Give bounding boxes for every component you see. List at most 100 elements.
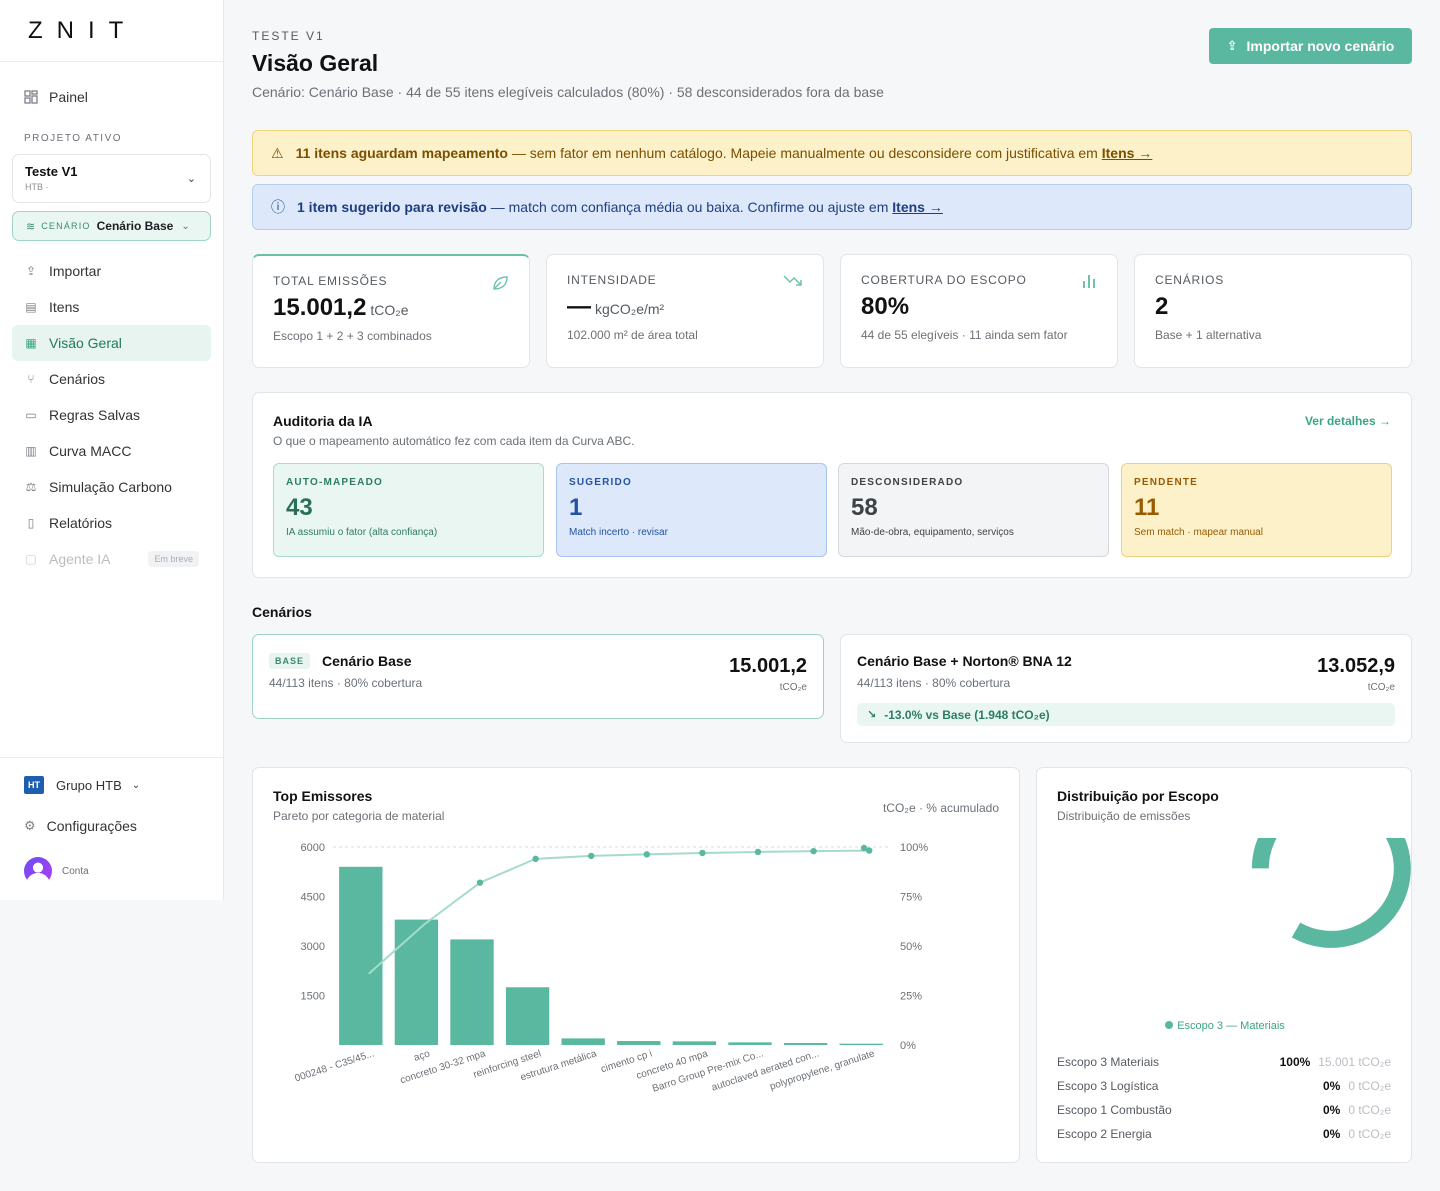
donut-chart <box>1251 838 1411 948</box>
cumulative-point <box>810 847 817 855</box>
sidebar-item-relatórios[interactable]: ▯ Relatórios <box>12 505 211 541</box>
table-icon: ▤ <box>25 300 37 314</box>
y-tick-label: 3000 <box>301 941 325 953</box>
warning-alert-text: — sem fator em nenhum catálogo. Mapeie m… <box>507 145 1102 161</box>
scope-distribution-card: Distribuição por Escopo Distribuição de … <box>1036 767 1412 1163</box>
section-label: PROJETO ATIVO <box>24 133 123 144</box>
trend-down-icon: ↘ <box>867 709 877 721</box>
view-details-link[interactable]: Ver detalhes → <box>1304 414 1391 428</box>
cumulative-point <box>588 852 595 860</box>
settings-link[interactable]: ⚙ Configurações <box>24 818 137 834</box>
scenarios-section-title: Cenários <box>252 604 312 620</box>
sidebar-item-itens[interactable]: ▤ Itens <box>12 289 211 325</box>
import-button-label: Importar novo cenário <box>1246 38 1395 54</box>
cumulative-line <box>368 849 870 975</box>
scope-amt: 0 tCO₂e <box>1348 1127 1391 1141</box>
scale-icon: ⚖ <box>25 480 37 494</box>
tile-value: 58 <box>851 494 878 521</box>
card-title: Top Emissores <box>273 788 373 804</box>
tile-value: 43 <box>286 494 313 521</box>
layers-icon: ≋ <box>26 220 36 233</box>
kpi-coverage: COBERTURA DO ESCOPO 80% 44 de 55 elegíve… <box>840 254 1118 368</box>
warning-alert-bold: 11 itens aguardam mapeamento <box>295 145 508 161</box>
y-tick-label: 4500 <box>301 892 325 904</box>
branch-icon: ⑂ <box>27 372 35 386</box>
warning-alert-link[interactable]: Itens → <box>1101 145 1153 161</box>
scope-pct: 0% <box>1322 1079 1341 1093</box>
sidebar-item-cenários[interactable]: ⑂ Cenários <box>12 361 211 397</box>
bar-chart-icon: ▥ <box>25 444 37 458</box>
chart-units: tCO₂e · % acumulado <box>882 801 999 815</box>
info-alert-text: — match com confiança média ou baixa. Co… <box>486 199 893 215</box>
leaf-icon <box>491 274 509 297</box>
pareto-chart: 1500 3000 4500 6000 0% 25% 50% 75% 100% 000248 - … <box>294 842 929 1095</box>
bar <box>561 1038 605 1045</box>
sidebar-footer: HT Grupo HTB ⌄ ⚙ Configurações Conta <box>0 757 223 900</box>
delta-text: -13.0% vs Base (1.948 tCO₂e) <box>884 707 1050 722</box>
import-scenario-button[interactable]: ⇪ Importar novo cenário <box>1209 28 1412 64</box>
tile-label: PENDENTE <box>1134 477 1199 488</box>
kpi-desc: Base + 1 alternativa <box>1155 328 1262 342</box>
sidebar-item-regras-salvas[interactable]: ▭ Regras Salvas <box>12 397 211 433</box>
top-emitters-card: Top Emissores Pareto por categoria de ma… <box>252 767 1020 1163</box>
project-select[interactable]: Teste V1 HTB · ⌄ <box>12 154 211 203</box>
project-name: Teste V1 <box>25 164 78 179</box>
scenario-select-value: Cenário Base <box>96 219 174 233</box>
bar <box>839 1043 883 1045</box>
cumulative-point <box>643 851 650 858</box>
scope-label: Escopo 3 Materiais <box>1057 1055 1160 1069</box>
bar <box>450 939 494 1045</box>
scenario-unit: tCO₂e <box>779 682 807 693</box>
sidebar-item-agente-ia: ▢ Agente IA Em breve <box>12 541 211 577</box>
scenario-card-base[interactable]: BASE Cenário Base 44/113 itens · 80% cobe… <box>252 634 824 719</box>
settings-label: Configurações <box>46 818 137 834</box>
card-subtitle: O que o mapeamento automático fez com ca… <box>273 434 635 448</box>
bar-chart-icon <box>1081 273 1097 294</box>
audit-tile-suggested[interactable]: SUGERIDO 1 Match incerto · revisar <box>556 463 827 557</box>
bar <box>505 987 550 1045</box>
audit-tile-auto-mapped[interactable]: AUTO-MAPEADO 43 IA assumiu o fator (alta… <box>273 463 544 557</box>
cumulative-point <box>866 847 873 854</box>
sidebar-item-simulação-carbono[interactable]: ⚖ Simulação Carbono <box>12 469 211 505</box>
y2-tick-label: 0% <box>900 1040 916 1052</box>
audit-tile-disregarded[interactable]: DESCONSIDERADO 58 Mão-de-obra, equipamen… <box>838 463 1109 557</box>
kpi-intensity: INTENSIDADE — kgCO₂e/m² 102.000 m² de áre… <box>546 254 824 368</box>
scenario-select-label: CENÁRIO <box>41 221 91 231</box>
sidebar-item-visão-geral[interactable]: ▦ Visão Geral <box>12 325 211 361</box>
scope-amt: 15.001 tCO₂e <box>1318 1055 1391 1069</box>
sidebar-item-panel[interactable]: Painel <box>12 79 211 115</box>
tile-label: SUGERIDO <box>569 477 632 488</box>
trend-down-icon <box>783 273 803 292</box>
account-link[interactable]: Conta <box>24 857 89 885</box>
bar <box>783 1043 828 1045</box>
kpi-unit: tCO₂e <box>370 302 409 318</box>
sidebar-item-importar[interactable]: ⇪ Importar <box>12 253 211 289</box>
x-tick-label: polypropylene, granulate <box>769 1048 877 1092</box>
card-title: Distribuição por Escopo <box>1057 788 1219 804</box>
sidebar-item-curva-macc[interactable]: ▥ Curva MACC <box>12 433 211 469</box>
bar <box>728 1042 772 1045</box>
audit-tile-pending[interactable]: PENDENTE 11 Sem match · mapear manual <box>1121 463 1392 557</box>
sidebar: ZNIT Painel PROJETO ATIVO Teste V1 HTB ·… <box>0 0 224 900</box>
brand-logo[interactable]: ZNIT <box>0 0 223 62</box>
kpi-value: 15.001,2 tCO₂e <box>273 294 509 322</box>
scope-row: Escopo 3 Logística 0% 0 tCO₂e <box>1057 1079 1391 1093</box>
tile-desc: Sem match · mapear manual <box>1134 527 1263 538</box>
scenario-card-alternative[interactable]: Cenário Base + Norton® BNA 12 44/113 ite… <box>840 634 1412 743</box>
info-alert-link[interactable]: Itens → <box>892 199 943 215</box>
cumulative-point <box>532 855 539 863</box>
scope-label: Escopo 3 Logística <box>1057 1079 1159 1093</box>
document-icon: ▯ <box>27 516 35 530</box>
legend-label: Escopo 3 — Materiais <box>1177 1020 1285 1032</box>
org-switcher[interactable]: HT Grupo HTB ⌄ <box>24 776 140 794</box>
scenario-select[interactable]: ≋ CENÁRIO Cenário Base ⌄ <box>12 211 211 241</box>
scenario-value: 13.052,9 <box>1317 655 1395 677</box>
sidebar-item-label: Importar <box>49 263 102 279</box>
warning-icon: ⚠ <box>271 144 284 161</box>
sidebar-item-label: Painel <box>49 89 88 105</box>
avatar <box>24 857 52 885</box>
donut-slice <box>1251 838 1411 948</box>
scope-pct: 0% <box>1322 1103 1341 1117</box>
upload-icon: ⇪ <box>25 264 37 278</box>
chevron-down-icon: ⌄ <box>186 173 196 185</box>
